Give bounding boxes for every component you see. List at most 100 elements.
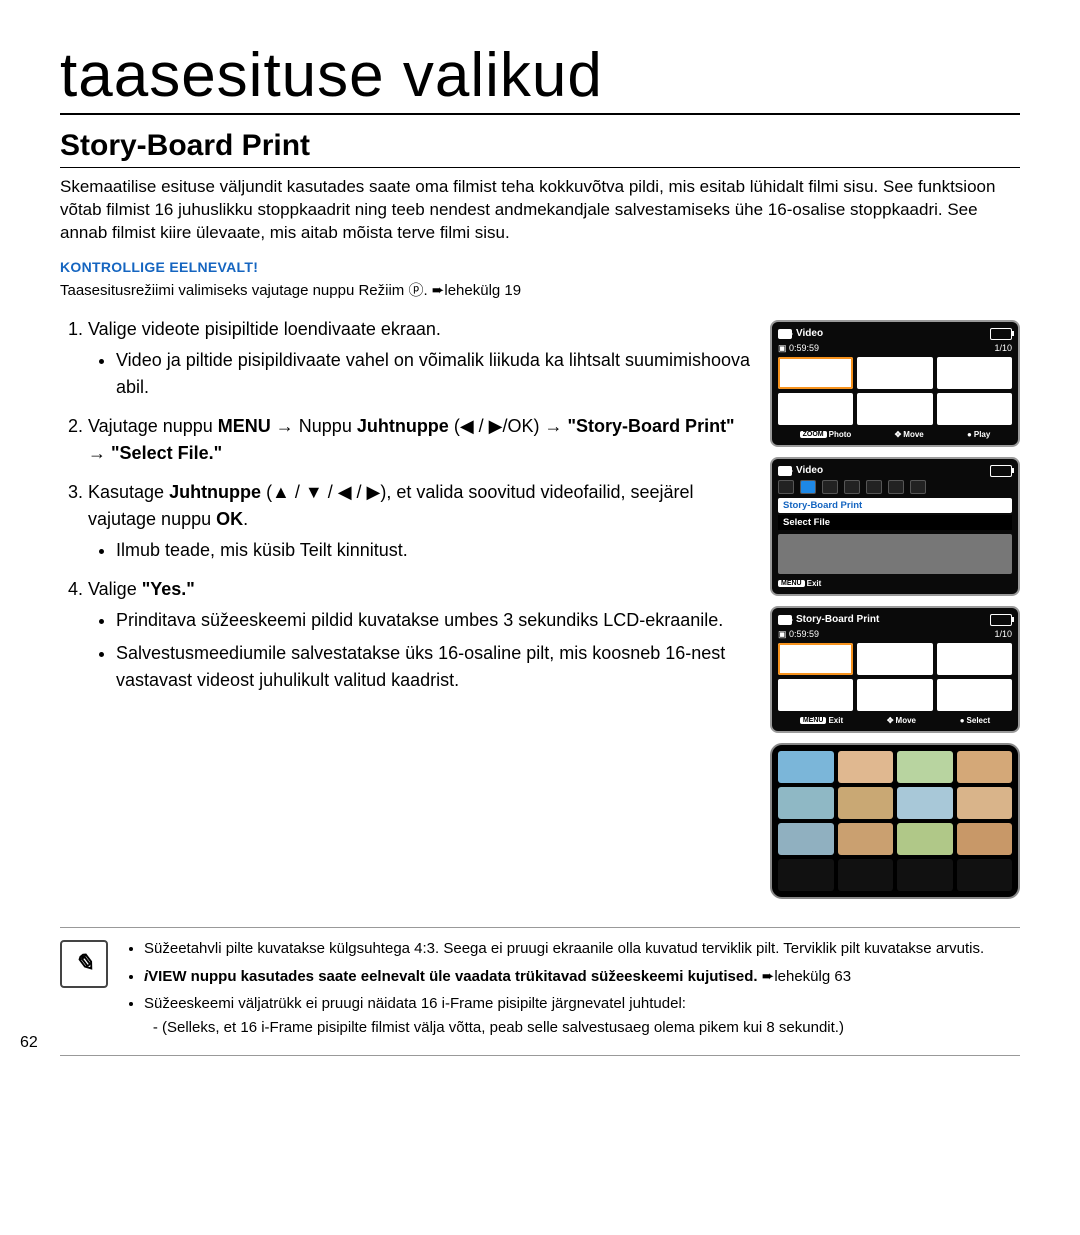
- camera-icon: [778, 615, 792, 625]
- notes-section: ✎ Süžeetahvli pilte kuvatakse külgsuhteg…: [60, 927, 1020, 1056]
- battery-icon: [990, 465, 1012, 477]
- thumb: [857, 393, 932, 425]
- result-cell: [778, 823, 834, 855]
- battery-icon: [990, 328, 1012, 340]
- section-title: Story-Board Print: [60, 129, 1020, 168]
- camera-icon: [778, 466, 792, 476]
- thumb-selected: [778, 357, 853, 389]
- menu-item-select-file: Select File: [778, 515, 1012, 530]
- thumb: [937, 679, 1012, 711]
- step-3-pre: Kasutage: [88, 482, 169, 502]
- note-2: iVIEW nuppu kasutades saate eelnevalt ül…: [144, 966, 1020, 988]
- result-cell: [957, 787, 1013, 819]
- page-number: 62: [20, 1034, 38, 1052]
- lcd-time: 0:59:59: [789, 343, 819, 353]
- step-4b: Salvestusmeediumile salvestatakse üks 16…: [116, 640, 752, 694]
- result-cell: [778, 859, 834, 891]
- page-title: taasesituse valikud: [60, 40, 1020, 115]
- lcd-video-label: Video: [796, 328, 823, 339]
- note-icon: ✎: [60, 940, 108, 988]
- thumb-selected: [778, 643, 853, 675]
- lcd-result: [770, 743, 1020, 899]
- intro-text: Skemaatilise esituse väljundit kasutades…: [60, 176, 1020, 245]
- lcd-video-thumbs: Video ▣ 0:59:591/10 ZOOM Photo ✥ Move ● …: [770, 320, 1020, 447]
- menu-label: MENU: [218, 416, 271, 436]
- exit-label-2: Exit: [828, 716, 843, 725]
- select-file-label: "Select File.": [111, 443, 222, 463]
- result-cell: [778, 787, 834, 819]
- thumbnail-grid: [778, 357, 1012, 425]
- result-cell: [897, 751, 953, 783]
- step-2-mid3: →: [88, 443, 111, 463]
- step-3-end: .: [243, 509, 248, 529]
- iview-text: VIEW nuppu kasutades saate eelnevalt üle…: [148, 968, 757, 985]
- lcd-counter-2: 1/10: [994, 629, 1012, 640]
- menu-icon-row: [778, 480, 1012, 494]
- ok-label: OK: [216, 509, 243, 529]
- result-cell: [957, 823, 1013, 855]
- thumb: [778, 393, 853, 425]
- menu-tab-icon: [888, 480, 904, 494]
- lcd-menu: Video Story-Board Print Select File MENU…: [770, 457, 1020, 596]
- menu-tab-icon: [822, 480, 838, 494]
- menu-title: Story-Board Print: [778, 498, 1012, 513]
- note-3: Süžeeskeemi väljatrükk ei pruugi näidata…: [144, 993, 1020, 1039]
- menu-tab-icon: [778, 480, 794, 494]
- result-cell: [897, 859, 953, 891]
- result-cell: [957, 751, 1013, 783]
- steps-list: Valige videote pisipiltide loendivaate e…: [60, 316, 752, 706]
- step-2-pre: Vajutage nuppu: [88, 416, 218, 436]
- lcd-sbp-label: Story-Board Print: [796, 614, 879, 625]
- thumb: [778, 679, 853, 711]
- check-text: Taasesitusrežiimi valimiseks vajutage nu…: [60, 279, 1020, 300]
- move-label-2: Move: [896, 716, 916, 725]
- step-2-mid1: → Nuppu: [271, 416, 357, 436]
- step-1: Valige videote pisipiltide loendivaate e…: [88, 316, 752, 401]
- exit-label: Exit: [807, 579, 822, 588]
- menu-tab-icon: [866, 480, 882, 494]
- lcd-sbp-thumbs: Story-Board Print ▣ 0:59:591/10 MENU Exi…: [770, 606, 1020, 733]
- thumbnail-grid-2: [778, 643, 1012, 711]
- lcd-counter: 1/10: [994, 343, 1012, 354]
- yes-label: "Yes.": [142, 579, 195, 599]
- thumb: [937, 393, 1012, 425]
- select-label: Select: [967, 716, 991, 725]
- step-4a: Prinditava süžeeskeemi pildid kuvatakse …: [116, 607, 752, 634]
- iview-ref: ➨lehekülg 63: [758, 968, 851, 985]
- lcd-video-label-2: Video: [796, 465, 823, 476]
- battery-icon: [990, 614, 1012, 626]
- thumb: [857, 643, 932, 675]
- step-1-text: Valige videote pisipiltide loendivaate e…: [88, 319, 441, 339]
- result-cell: [957, 859, 1013, 891]
- result-cell: [838, 787, 894, 819]
- result-cell: [897, 823, 953, 855]
- step-4-pre: Valige: [88, 579, 142, 599]
- play-label: Play: [974, 430, 990, 439]
- menu-blank: [778, 534, 1012, 574]
- camera-icon: [778, 329, 792, 339]
- note-3a: (Selleks, et 16 i-Frame pisipilte filmis…: [162, 1017, 1020, 1039]
- result-cell: [838, 823, 894, 855]
- photo-label: Photo: [829, 430, 852, 439]
- step-2-mid2: (◀ / ▶/OK) →: [449, 416, 568, 436]
- lcd-time-2: 0:59:59: [789, 629, 819, 639]
- note-1: Süžeetahvli pilte kuvatakse külgsuhtega …: [144, 938, 1020, 960]
- menu-tab-icon: [800, 480, 816, 494]
- check-heading: KONTROLLIGE EELNEVALT!: [60, 259, 1020, 275]
- zoom-pill: ZOOM: [800, 431, 827, 438]
- thumb: [937, 643, 1012, 675]
- thumb: [857, 357, 932, 389]
- menu-tab-icon: [844, 480, 860, 494]
- sbp-label: "Story-Board Print": [568, 416, 735, 436]
- step-3a: Ilmub teade, mis küsib Teilt kinnitust.: [116, 537, 752, 564]
- result-grid: [778, 751, 1012, 891]
- step-1a: Video ja piltide pisipildivaate vahel on…: [116, 347, 752, 401]
- move-label: Move: [903, 430, 923, 439]
- menu-tab-icon: [910, 480, 926, 494]
- menu-pill: MENU: [800, 717, 827, 724]
- result-cell: [778, 751, 834, 783]
- step-3: Kasutage Juhtnuppe (▲ / ▼ / ◀ / ▶), et v…: [88, 479, 752, 564]
- result-cell: [838, 751, 894, 783]
- menu-pill: MENU: [778, 580, 805, 587]
- thumb: [857, 679, 932, 711]
